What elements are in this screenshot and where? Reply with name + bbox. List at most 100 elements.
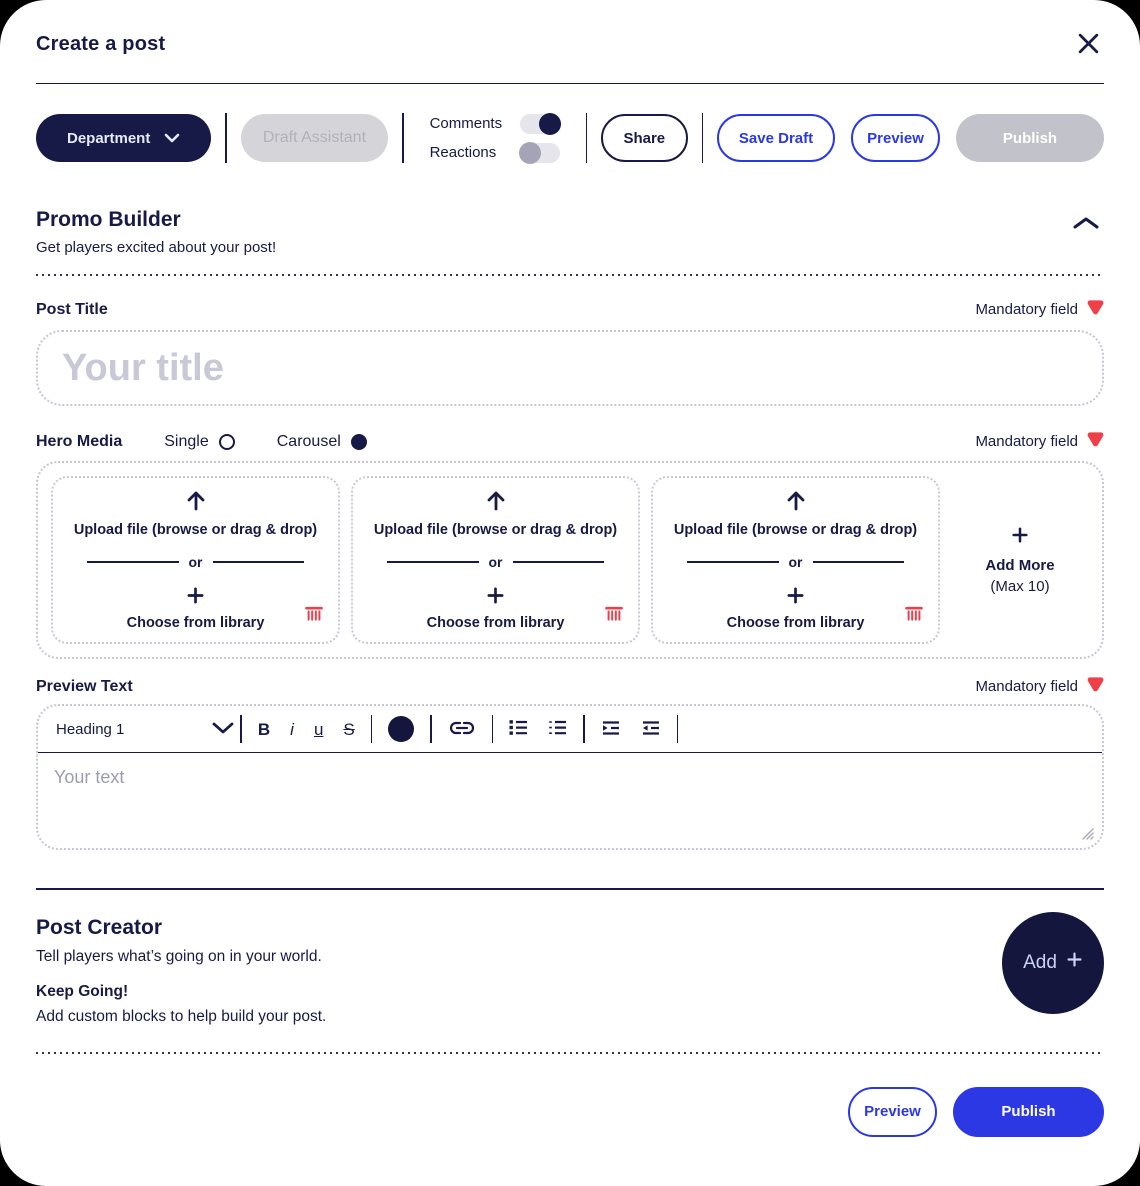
upload-arrow-icon (184, 489, 208, 516)
chevron-down-icon (164, 130, 180, 147)
add-more-label: Add More (985, 556, 1055, 574)
choose-from-library-button[interactable]: Choose from library (426, 615, 565, 631)
hero-carousel-option[interactable]: Carousel (277, 433, 367, 451)
divider (583, 715, 585, 743)
collapse-section-button[interactable] (1068, 212, 1104, 237)
numbered-list-button[interactable] (538, 713, 577, 745)
post-creator-title: Post Creator (36, 915, 163, 939)
divider (240, 715, 242, 743)
mandatory-field-indicator: Mandatory field (975, 432, 1104, 451)
hero-media-container: Upload file (browse or drag & drop) or C… (36, 461, 1104, 659)
close-button[interactable] (1073, 28, 1104, 62)
mandatory-triangle-icon (1087, 432, 1104, 451)
hero-media-label: Hero Media (36, 432, 123, 450)
save-draft-button[interactable]: Save Draft (717, 114, 836, 162)
underline-button[interactable]: u (304, 713, 333, 745)
underline-label: u (313, 719, 324, 739)
promo-builder-header: Promo Builder Get players excited about … (36, 208, 1104, 256)
trash-icon (904, 603, 924, 626)
text-color-circle-icon (388, 716, 415, 742)
preview-button-top[interactable]: Preview (851, 114, 941, 162)
or-divider: or (87, 554, 304, 570)
upload-card-3[interactable]: Upload file (browse or drag & drop) or C… (651, 476, 940, 644)
divider (812, 561, 904, 563)
indent-increase-button[interactable] (591, 713, 631, 745)
toggle-knob (518, 141, 541, 164)
delete-media-button[interactable] (602, 601, 626, 628)
comments-toggle-row: Comments (429, 112, 561, 135)
bullet-list-button[interactable] (499, 713, 538, 745)
upload-file-label: Upload file (browse or drag & drop) (673, 522, 918, 538)
divider (512, 561, 604, 563)
keep-going-subtitle: Add custom blocks to help build your pos… (36, 1007, 327, 1025)
chevron-up-icon (1072, 216, 1100, 233)
post-title-label: Post Title (36, 300, 108, 318)
add-more-button[interactable]: Add More (Max 10) (951, 476, 1089, 644)
bold-button[interactable]: B (248, 713, 280, 745)
upload-arrow-icon (484, 489, 508, 516)
keep-going-title: Keep Going! (36, 982, 129, 1000)
promo-builder-title: Promo Builder (36, 208, 181, 231)
delete-media-button[interactable] (902, 601, 926, 628)
plus-icon (1066, 951, 1083, 974)
link-button[interactable] (438, 713, 486, 745)
upload-card-1[interactable]: Upload file (browse or drag & drop) or C… (51, 476, 340, 644)
divider (676, 715, 679, 743)
preview-button-bottom[interactable]: Preview (848, 1086, 937, 1137)
strikethrough-button[interactable]: S (333, 713, 364, 745)
close-icon (1077, 32, 1100, 58)
share-button[interactable]: Share (601, 114, 688, 162)
or-label: or (188, 554, 203, 570)
add-block-button[interactable]: Add (1002, 911, 1104, 1014)
hero-media-row: Hero Media Single Carousel Mandatory fie… (36, 432, 1104, 451)
indent-decrease-button[interactable] (631, 713, 671, 745)
upload-arrow-icon (784, 489, 808, 516)
comments-label: Comments (429, 115, 503, 132)
divider (370, 715, 373, 743)
radio-icon (350, 433, 367, 450)
mandatory-label: Mandatory field (975, 678, 1078, 695)
text-color-button[interactable] (378, 713, 424, 745)
publish-button-top[interactable]: Publish (956, 114, 1105, 162)
department-label: Department (66, 129, 151, 147)
heading-style-select[interactable]: Heading 1 (54, 721, 234, 738)
plus-icon (1011, 526, 1029, 549)
divider (687, 561, 779, 563)
plus-icon (186, 586, 205, 610)
resize-handle-icon[interactable] (1081, 827, 1095, 841)
upload-file-label: Upload file (browse or drag & drop) (73, 522, 318, 538)
mandatory-triangle-icon (1087, 677, 1104, 696)
comments-toggle[interactable] (519, 112, 561, 135)
department-dropdown[interactable]: Department (36, 114, 212, 162)
add-more-hint: (Max 10) (990, 577, 1050, 595)
toggle-group: Comments Reactions (429, 112, 561, 164)
hero-media-options: Hero Media Single Carousel (36, 433, 367, 451)
mandatory-triangle-icon (1087, 300, 1104, 319)
rich-text-editor: Heading 1 B i u S (36, 704, 1104, 850)
italic-button[interactable]: i (280, 713, 304, 745)
divider (225, 113, 227, 163)
heading-style-value: Heading 1 (56, 720, 125, 738)
post-title-row: Post Title Mandatory field (36, 300, 1104, 319)
divider (387, 561, 479, 563)
promo-builder-subtitle: Get players excited about your post! (36, 239, 277, 256)
upload-card-2[interactable]: Upload file (browse or drag & drop) or C… (351, 476, 640, 644)
hero-single-option[interactable]: Single (164, 433, 235, 451)
plus-icon (486, 586, 505, 610)
divider (212, 561, 304, 563)
publish-button-bottom[interactable]: Publish (953, 1086, 1104, 1137)
reactions-toggle[interactable] (518, 141, 560, 164)
preview-text-input[interactable]: Your text (54, 767, 125, 787)
numbered-list-icon (548, 719, 567, 739)
choose-from-library-button[interactable]: Choose from library (726, 615, 865, 631)
link-icon (448, 721, 476, 738)
post-title-input[interactable] (36, 330, 1104, 406)
modal-header: Create a post (36, 0, 1104, 84)
delete-media-button[interactable] (302, 601, 326, 628)
strikethrough-label: S (343, 719, 355, 739)
rich-text-toolbar: Heading 1 B i u S (38, 706, 1102, 753)
mandatory-field-indicator: Mandatory field (975, 300, 1104, 319)
choose-from-library-button[interactable]: Choose from library (126, 615, 265, 631)
draft-assistant-button[interactable]: Draft Assistant (240, 114, 389, 162)
